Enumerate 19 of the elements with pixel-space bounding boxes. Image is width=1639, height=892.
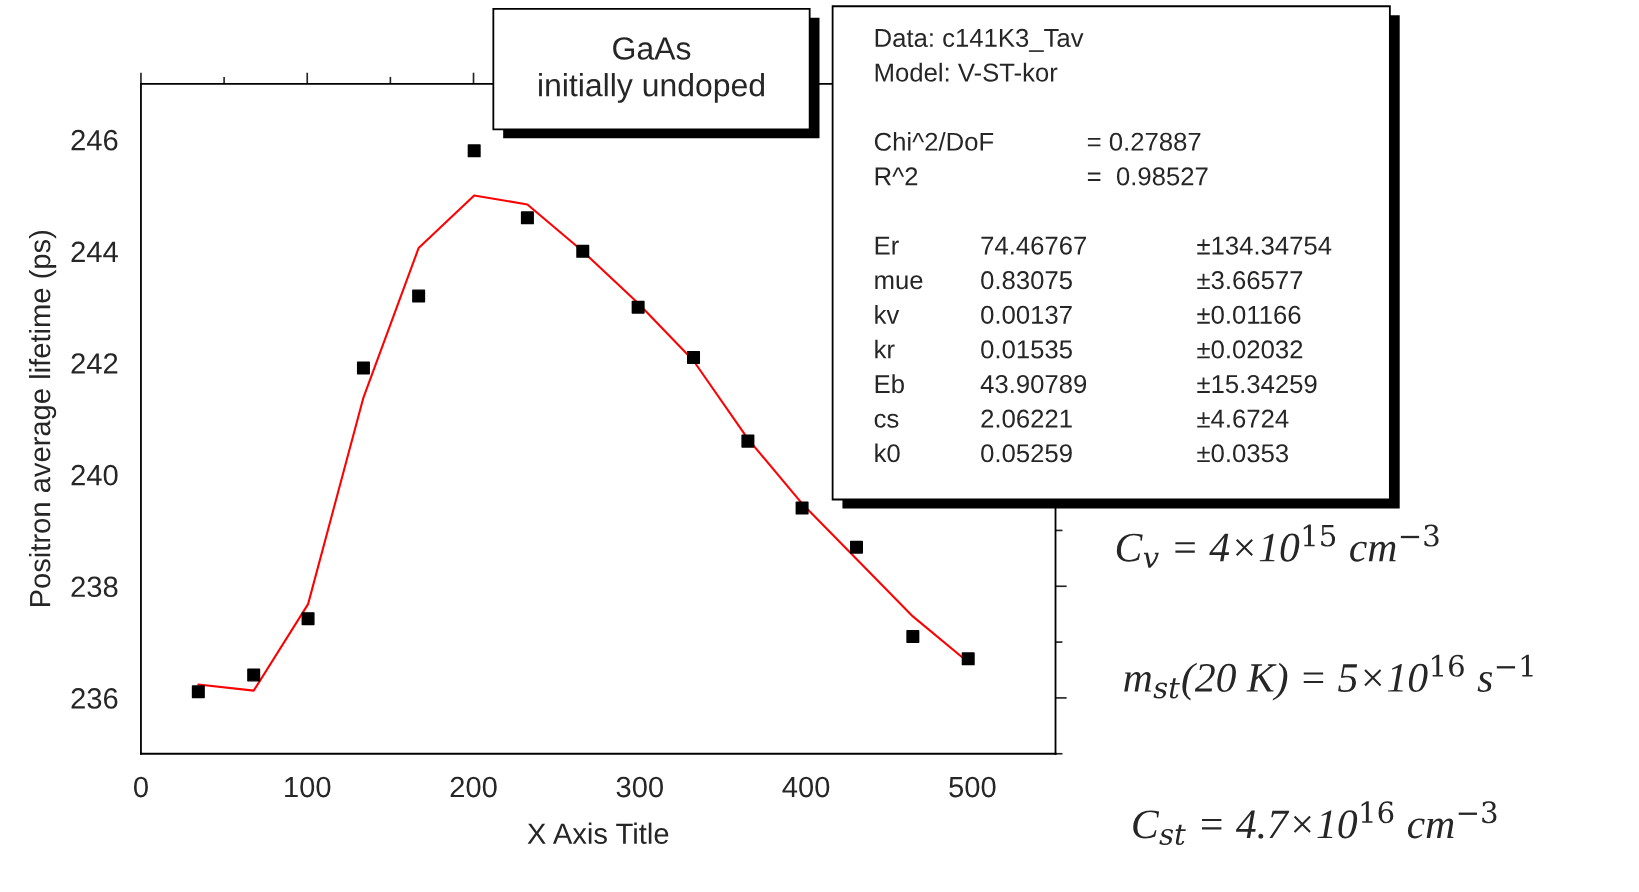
x-tick-label: 300 — [616, 776, 663, 798]
y-tick-label: 246 — [71, 129, 118, 151]
x-tick-label: 100 — [285, 776, 331, 798]
x-tick-label: 200 — [450, 776, 497, 798]
text: Data: c141K3_Tav Model: V-ST-kor Chi^2/DoF = 0.27887 R^2 = 0.98527 Er 74.46767 ±134.34754 mue 0.83075 ±3.66577 kv 0.00137 ±0.01166 kr 0.01535 ±0.02032 Eb 43.90789 ±15.34259 cs 2.06221 ±4.6724 k0 0.05259 ±0.0353 — [874, 28, 1332, 463]
annotation: GaAs initially undoped — [539, 37, 764, 103]
text: m$_{st}$(20 K) = 5×10$^{16}$ s$^{−1}$ — [1124, 654, 1533, 701]
x-axis-title: X Axis Title — [527, 822, 669, 845]
text: C$_{v}$ = 4×10$^{15}$ cm$^{−3}$ — [1116, 524, 1439, 568]
y-tick-label: 236 — [71, 688, 118, 709]
text: C$_{st}$ = 4.7×10$^{16}$ cm$^{−3}$ — [1133, 801, 1497, 845]
x-tick-label: 500 — [949, 776, 996, 798]
y-tick-label: 242 — [71, 353, 118, 374]
y-tick-label: 238 — [71, 576, 118, 598]
x-tick-label: 0 — [133, 776, 148, 798]
y-axis-title: Positron average lifetime (ps) — [29, 230, 57, 607]
x-tick-label: 400 — [782, 776, 830, 798]
y-tick-label: 244 — [71, 241, 118, 262]
y-tick-label: 240 — [71, 464, 118, 486]
